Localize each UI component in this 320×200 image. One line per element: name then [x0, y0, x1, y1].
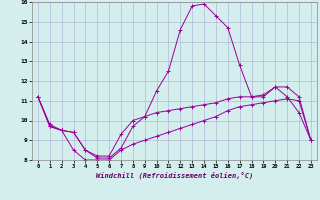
- X-axis label: Windchill (Refroidissement éolien,°C): Windchill (Refroidissement éolien,°C): [96, 172, 253, 179]
